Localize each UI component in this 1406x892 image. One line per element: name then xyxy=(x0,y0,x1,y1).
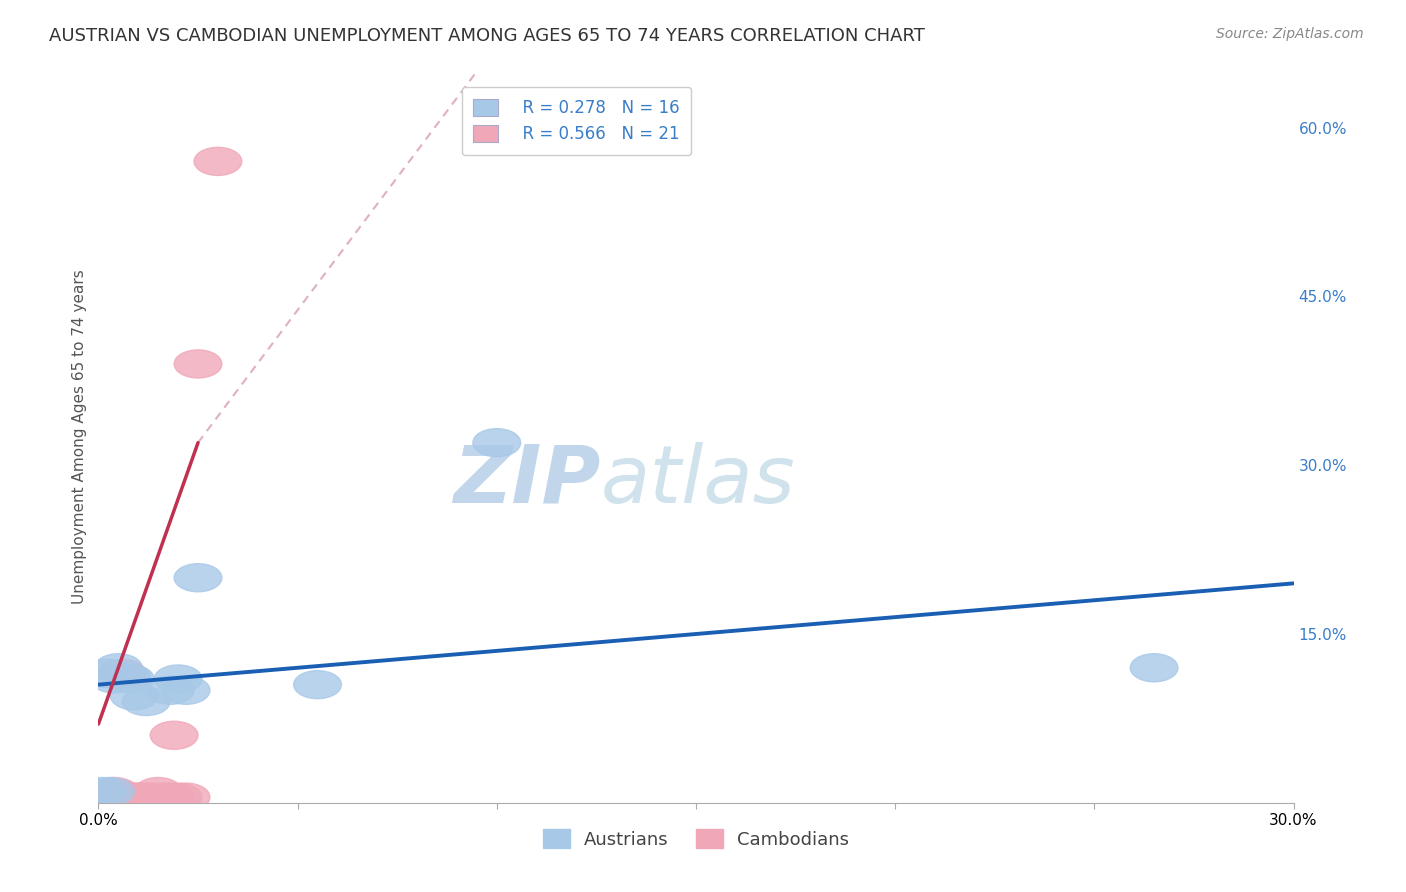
Ellipse shape xyxy=(79,778,127,805)
Ellipse shape xyxy=(94,654,142,681)
Ellipse shape xyxy=(146,783,194,811)
Ellipse shape xyxy=(118,783,166,811)
Ellipse shape xyxy=(107,665,155,693)
Ellipse shape xyxy=(111,681,159,710)
Ellipse shape xyxy=(79,783,127,811)
Ellipse shape xyxy=(83,783,131,811)
Text: AUSTRIAN VS CAMBODIAN UNEMPLOYMENT AMONG AGES 65 TO 74 YEARS CORRELATION CHART: AUSTRIAN VS CAMBODIAN UNEMPLOYMENT AMONG… xyxy=(49,27,925,45)
Ellipse shape xyxy=(150,722,198,749)
Ellipse shape xyxy=(122,688,170,715)
Ellipse shape xyxy=(472,429,520,457)
Ellipse shape xyxy=(94,780,142,808)
Ellipse shape xyxy=(111,783,159,811)
Ellipse shape xyxy=(174,564,222,591)
Legend: Austrians, Cambodians: Austrians, Cambodians xyxy=(531,819,860,860)
Ellipse shape xyxy=(135,778,183,805)
Text: atlas: atlas xyxy=(600,442,796,520)
Ellipse shape xyxy=(122,783,170,811)
Ellipse shape xyxy=(146,676,194,705)
Text: ZIP: ZIP xyxy=(453,442,600,520)
Ellipse shape xyxy=(155,665,202,693)
Ellipse shape xyxy=(98,659,146,688)
Ellipse shape xyxy=(162,783,209,811)
Ellipse shape xyxy=(1130,654,1178,681)
Ellipse shape xyxy=(87,778,135,805)
Ellipse shape xyxy=(114,783,162,811)
Ellipse shape xyxy=(87,783,135,811)
Y-axis label: Unemployment Among Ages 65 to 74 years: Unemployment Among Ages 65 to 74 years xyxy=(72,269,87,605)
Ellipse shape xyxy=(174,350,222,378)
Ellipse shape xyxy=(194,147,242,176)
Ellipse shape xyxy=(103,783,150,811)
Ellipse shape xyxy=(83,659,131,688)
Ellipse shape xyxy=(142,783,190,811)
Ellipse shape xyxy=(155,783,202,811)
Text: Source: ZipAtlas.com: Source: ZipAtlas.com xyxy=(1216,27,1364,41)
Ellipse shape xyxy=(90,665,138,693)
Ellipse shape xyxy=(131,783,179,811)
Ellipse shape xyxy=(107,783,155,811)
Ellipse shape xyxy=(162,676,209,705)
Ellipse shape xyxy=(90,778,138,805)
Ellipse shape xyxy=(294,671,342,698)
Ellipse shape xyxy=(103,663,150,690)
